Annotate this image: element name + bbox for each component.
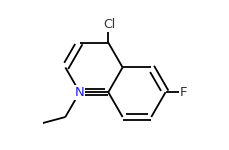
Text: Cl: Cl — [103, 18, 115, 31]
Text: N: N — [74, 86, 84, 99]
Text: F: F — [179, 86, 186, 99]
